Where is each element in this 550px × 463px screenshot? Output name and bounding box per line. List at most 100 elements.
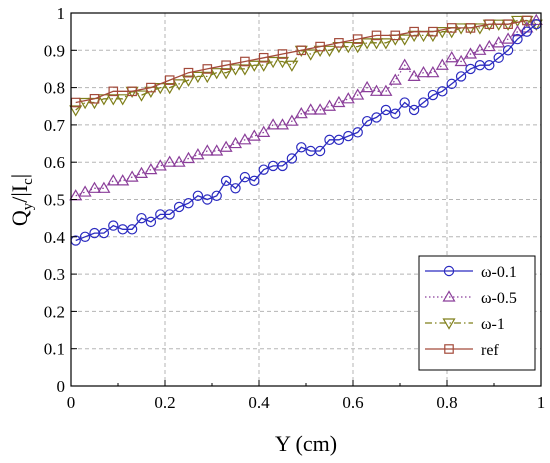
data-point bbox=[332, 95, 346, 108]
legend-label: ω-1 bbox=[481, 316, 505, 333]
data-point bbox=[399, 97, 410, 108]
data-point bbox=[277, 49, 288, 59]
data-point bbox=[371, 30, 382, 41]
data-point bbox=[183, 198, 194, 209]
data-point bbox=[455, 71, 467, 82]
data-point bbox=[172, 79, 186, 91]
data-point bbox=[285, 60, 299, 72]
legend-box bbox=[418, 255, 536, 371]
data-point bbox=[286, 153, 298, 164]
data-point bbox=[277, 160, 288, 172]
data-point bbox=[371, 112, 382, 123]
data-point bbox=[314, 145, 326, 157]
data-point bbox=[191, 148, 205, 160]
data-point bbox=[315, 41, 325, 52]
data-point bbox=[98, 227, 110, 239]
data-point bbox=[258, 164, 269, 175]
data-point bbox=[426, 65, 440, 78]
y-tick-label: 0.1 bbox=[44, 340, 65, 359]
y-tick-label: 0.4 bbox=[44, 228, 66, 247]
data-point bbox=[191, 71, 205, 84]
x-tick-label: 0 bbox=[67, 393, 76, 412]
data-point bbox=[239, 171, 251, 183]
data-point bbox=[78, 185, 92, 197]
data-point bbox=[360, 80, 374, 93]
data-point bbox=[285, 114, 299, 126]
data-point bbox=[503, 19, 513, 29]
data-point bbox=[230, 183, 241, 194]
data-point bbox=[238, 133, 252, 145]
data-point bbox=[163, 155, 177, 167]
data-point bbox=[407, 69, 421, 82]
data-point bbox=[442, 290, 456, 302]
data-point bbox=[379, 38, 393, 50]
data-point bbox=[398, 34, 412, 46]
data-point bbox=[360, 38, 374, 50]
data-point bbox=[512, 33, 523, 45]
data-point bbox=[275, 56, 290, 69]
data-point bbox=[240, 56, 250, 67]
y-tick-label: 0.7 bbox=[44, 116, 66, 135]
data-point bbox=[145, 216, 157, 228]
data-point bbox=[296, 45, 307, 56]
data-point bbox=[219, 140, 233, 152]
x-axis-title: Y (cm) bbox=[275, 431, 337, 456]
data-point bbox=[127, 86, 137, 97]
data-point bbox=[238, 64, 252, 76]
data-point bbox=[304, 49, 318, 61]
data-point bbox=[200, 71, 214, 84]
data-point bbox=[249, 175, 260, 187]
data-point bbox=[266, 56, 280, 69]
data-point bbox=[484, 60, 495, 71]
data-point bbox=[398, 58, 412, 70]
data-point bbox=[492, 36, 506, 48]
series-line bbox=[75, 19, 528, 104]
data-point bbox=[247, 60, 261, 72]
y-tick-label: 0.9 bbox=[44, 41, 65, 60]
data-point bbox=[247, 129, 261, 141]
data-point bbox=[219, 68, 233, 80]
series-4 bbox=[70, 15, 532, 108]
data-point bbox=[352, 127, 363, 138]
data-point bbox=[136, 212, 147, 224]
data-point bbox=[294, 107, 308, 119]
data-point bbox=[465, 63, 476, 75]
legend-item: ref bbox=[425, 342, 499, 359]
y-axis-title: Qy/|Ic| bbox=[7, 174, 36, 226]
x-tick-label: 0.8 bbox=[436, 393, 457, 412]
legend-label: ω-0.1 bbox=[481, 264, 517, 281]
y-tick-label: 0.2 bbox=[44, 302, 65, 321]
data-point bbox=[163, 82, 177, 95]
data-point bbox=[454, 54, 468, 67]
data-point bbox=[408, 104, 420, 116]
x-tick-label: 1 bbox=[537, 393, 546, 412]
data-point bbox=[181, 75, 196, 87]
data-point bbox=[322, 99, 337, 111]
data-point bbox=[173, 201, 185, 213]
data-point bbox=[126, 224, 138, 235]
x-tick-label: 0.4 bbox=[248, 393, 270, 412]
data-point bbox=[108, 86, 119, 97]
y-tick-label: 1 bbox=[57, 4, 66, 23]
data-point bbox=[125, 170, 139, 182]
data-point bbox=[304, 103, 318, 115]
data-point bbox=[322, 45, 337, 57]
data-point bbox=[313, 103, 327, 115]
y-tick-label: 0.8 bbox=[44, 79, 65, 98]
data-point bbox=[501, 32, 515, 44]
data-point bbox=[435, 58, 449, 70]
data-point bbox=[134, 166, 149, 178]
data-point bbox=[473, 43, 487, 55]
data-point bbox=[463, 47, 478, 59]
data-point bbox=[428, 26, 438, 37]
data-point bbox=[341, 41, 355, 54]
data-point bbox=[493, 52, 504, 63]
data-point bbox=[220, 175, 232, 187]
data-point bbox=[454, 23, 468, 35]
data-point bbox=[134, 90, 149, 102]
data-point bbox=[352, 34, 363, 44]
data-point bbox=[437, 86, 448, 97]
data-point bbox=[380, 104, 392, 116]
data-point bbox=[510, 24, 525, 37]
